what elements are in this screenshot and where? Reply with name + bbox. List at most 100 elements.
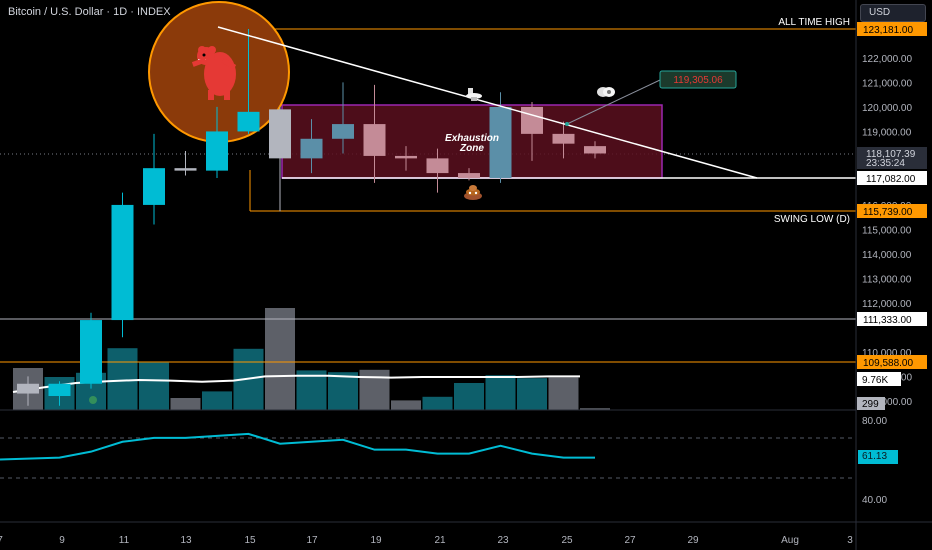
callout-value: 119,305.06 xyxy=(673,75,723,86)
volume-bars xyxy=(13,308,610,410)
price-tick-label: 114,000.00 xyxy=(862,250,912,261)
time-tick-label: 21 xyxy=(434,535,446,546)
volume-bar xyxy=(548,377,579,410)
level-111-price-tag[interactable] xyxy=(857,312,927,326)
zone-bottom-price-text: 117,082.00 xyxy=(866,174,916,185)
candle-body[interactable] xyxy=(48,383,71,397)
level-111-price-text: 111,333.00 xyxy=(863,315,912,326)
volume-ma-line xyxy=(12,374,580,393)
volume-bar xyxy=(107,348,138,410)
price-tick-label: 112,000.00 xyxy=(862,299,912,310)
tissue-roll-icon xyxy=(597,87,615,97)
candle-body[interactable] xyxy=(269,109,291,159)
time-tick-label: 15 xyxy=(244,535,256,546)
time-tick-label: 19 xyxy=(370,535,382,546)
candle-body[interactable] xyxy=(17,383,39,394)
candle-body[interactable] xyxy=(332,124,354,139)
price-tick-label: 110,000.00 xyxy=(862,348,912,359)
callout-pointer-line xyxy=(566,79,661,125)
currency-button[interactable]: USD xyxy=(860,4,926,22)
volume-bar xyxy=(359,369,390,410)
candle-body[interactable] xyxy=(489,106,512,178)
time-tick-label: 11 xyxy=(119,535,130,546)
red-bear-icon xyxy=(191,46,237,100)
exhaustion-zone[interactable] xyxy=(281,104,663,179)
time-tick-label: 13 xyxy=(180,535,192,546)
price-tick-label: 113,000.00 xyxy=(862,274,912,285)
candle-body[interactable] xyxy=(300,138,323,159)
time-tick-label: 3 xyxy=(847,535,853,546)
toilet-icon xyxy=(466,88,482,101)
volume-bar xyxy=(328,372,358,410)
time-tick-label: 23 xyxy=(497,535,509,546)
price-tick-label: 40.00 xyxy=(862,495,887,506)
volume-bar xyxy=(202,391,232,410)
price-tick-label: 120,000.00 xyxy=(862,103,912,114)
price-tick-label: 119,000.00 xyxy=(862,127,912,138)
volume-marker-dot xyxy=(89,396,97,404)
time-tick-label: 27 xyxy=(624,535,636,546)
swing-low-price-tag[interactable] xyxy=(857,204,927,218)
time-tick-label: 25 xyxy=(561,535,573,546)
ath-price-tag[interactable] xyxy=(857,22,927,36)
candle-body[interactable] xyxy=(363,124,386,156)
volume-bar xyxy=(265,308,295,410)
price-tick-label: 122,000.00 xyxy=(862,54,912,65)
volume-bar xyxy=(422,396,453,410)
callout-box[interactable] xyxy=(659,70,737,89)
time-tick-label: Aug xyxy=(781,535,799,546)
candle-body[interactable] xyxy=(80,320,102,384)
time-tick-label: 29 xyxy=(687,535,699,546)
candlesticks[interactable] xyxy=(17,29,606,406)
volume-bar xyxy=(170,398,201,410)
candle-body[interactable] xyxy=(237,111,260,132)
candle-body[interactable] xyxy=(206,131,228,171)
candle-body[interactable] xyxy=(395,155,417,159)
zone-label-line1: Exhaustion xyxy=(445,133,499,144)
candle-body[interactable] xyxy=(174,168,197,171)
current-price-text: 118,107.39 xyxy=(866,149,916,160)
candle-body[interactable] xyxy=(584,146,606,154)
volume-bar xyxy=(517,378,547,410)
price-tick-label: 80.00 xyxy=(862,416,887,427)
zone-bottom-price-tag[interactable] xyxy=(857,171,927,185)
volume-bar xyxy=(454,383,484,410)
candle-body[interactable] xyxy=(552,133,575,144)
rsi-line xyxy=(0,432,595,461)
ath-price-text: 123,181.00 xyxy=(863,25,913,36)
candle-body[interactable] xyxy=(111,204,134,321)
rsi-value-tag: 61.13 xyxy=(858,450,898,464)
volume-bar xyxy=(485,375,516,410)
poop-emoji-icon xyxy=(464,185,482,200)
ath-label: ALL TIME HIGH xyxy=(778,17,850,28)
level-109-price-tag[interactable] xyxy=(857,355,927,369)
zone-label-line2: Zone xyxy=(459,143,484,154)
current-price-tag[interactable] xyxy=(857,147,927,169)
volume-last-tag[interactable] xyxy=(857,397,885,410)
volume-bar xyxy=(580,408,610,410)
volume-bar xyxy=(391,400,421,410)
volume-ma-tag[interactable] xyxy=(857,372,901,386)
time-axis-ticks: 7 9 11 13 15 17 19 21 23 25 27 29 Aug 3 xyxy=(0,535,853,546)
swing-low-price-text: 115,739.00 xyxy=(863,207,913,218)
price-tick-label: 121,000.00 xyxy=(862,78,912,89)
swing-low-label: SWING LOW (D) xyxy=(774,214,850,225)
volume-last-text: 299 xyxy=(862,399,879,410)
countdown-text: 23:35:24 xyxy=(866,158,905,169)
price-tick-label: 115,000.00 xyxy=(862,225,912,236)
candle-body[interactable] xyxy=(458,173,480,178)
candle-body[interactable] xyxy=(426,158,449,174)
volume-bar xyxy=(296,370,327,410)
callout-anchor-dot xyxy=(565,122,569,126)
candle-body[interactable] xyxy=(143,168,165,205)
candle-body[interactable] xyxy=(521,106,543,134)
volume-bar xyxy=(139,362,169,410)
trend-line[interactable] xyxy=(217,26,758,179)
symbol-title[interactable]: Bitcoin / U.S. Dollar · 1D · INDEX xyxy=(8,6,171,18)
time-tick-label: 9 xyxy=(59,535,65,546)
time-tick-label: 17 xyxy=(306,535,318,546)
volume-ma-text: 9.76K xyxy=(862,375,888,386)
time-tick-label: 7 xyxy=(0,535,3,546)
